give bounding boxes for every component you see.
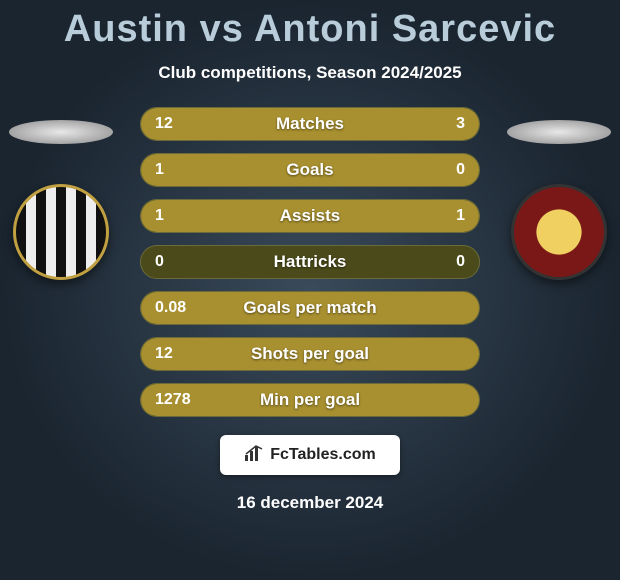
stat-row: 12 Shots per goal — [140, 337, 480, 371]
club-badge-right — [511, 184, 607, 280]
stat-label: Shots per goal — [141, 344, 479, 364]
player-right-slot — [504, 120, 614, 280]
stat-value-right: 0 — [456, 161, 465, 179]
stat-label: Matches — [141, 114, 479, 134]
stat-row: 1 Assists 1 — [140, 199, 480, 233]
stat-row: 12 Matches 3 — [140, 107, 480, 141]
brand-badge: FcTables.com — [220, 435, 400, 475]
stat-label: Hattricks — [141, 252, 479, 272]
stat-row: 1278 Min per goal — [140, 383, 480, 417]
subtitle: Club competitions, Season 2024/2025 — [0, 63, 620, 83]
stat-label: Goals per match — [141, 298, 479, 318]
stat-value-right: 1 — [456, 207, 465, 225]
club-badge-left — [13, 184, 109, 280]
stat-label: Goals — [141, 160, 479, 180]
stat-label: Min per goal — [141, 390, 479, 410]
player-left-slot — [6, 120, 116, 280]
stats-container: 12 Matches 3 1 Goals 0 1 Assists 1 0 Hat… — [140, 107, 480, 417]
stat-row: 1 Goals 0 — [140, 153, 480, 187]
stat-label: Assists — [141, 206, 479, 226]
player-right-shadow — [507, 120, 611, 144]
chart-icon — [244, 445, 264, 466]
player-left-shadow — [9, 120, 113, 144]
page-title: Austin vs Antoni Sarcevic — [0, 0, 620, 51]
brand-text: FcTables.com — [270, 446, 376, 464]
stat-row: 0 Hattricks 0 — [140, 245, 480, 279]
date-text: 16 december 2024 — [0, 493, 620, 513]
stat-row: 0.08 Goals per match — [140, 291, 480, 325]
stat-value-right: 0 — [456, 253, 465, 271]
stat-value-right: 3 — [456, 115, 465, 133]
